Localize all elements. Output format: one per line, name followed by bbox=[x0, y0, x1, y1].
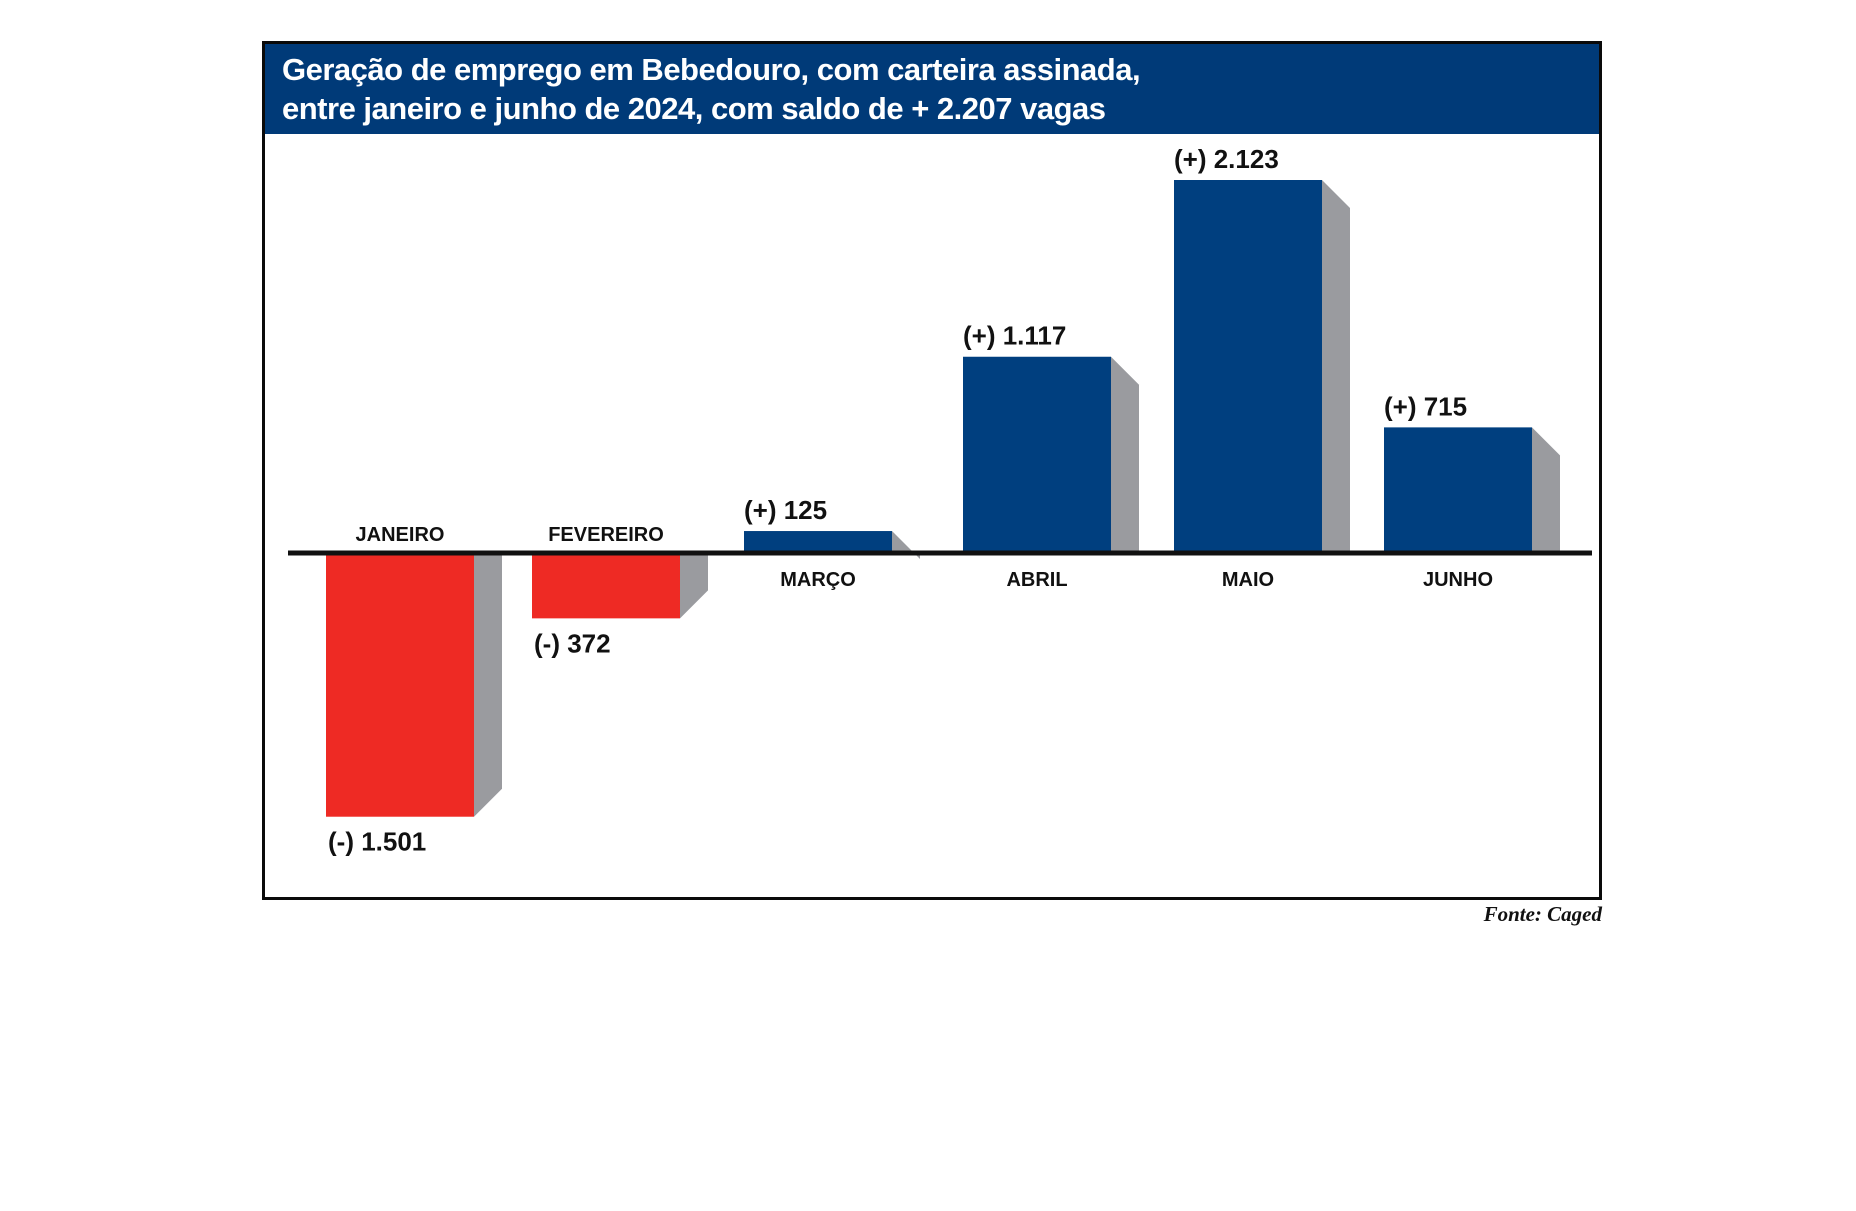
category-label-março: MARÇO bbox=[780, 569, 856, 591]
bar-side-maio bbox=[1322, 180, 1350, 553]
bar-side-fevereiro bbox=[680, 553, 708, 619]
bar-side-abril bbox=[1111, 356, 1139, 553]
title-line-2: entre janeiro e junho de 2024, com saldo… bbox=[282, 91, 1106, 126]
category-label-maio: MAIO bbox=[1222, 569, 1274, 591]
bar-janeiro bbox=[326, 553, 474, 817]
title-line-1: Geração de emprego em Bebedouro, com car… bbox=[282, 52, 1141, 87]
value-label-fevereiro: (-) 372 bbox=[534, 628, 611, 658]
bar-side-junho bbox=[1532, 427, 1560, 553]
bar-maio bbox=[1174, 180, 1322, 553]
bar-abril bbox=[963, 356, 1111, 553]
bar-junho bbox=[1384, 427, 1532, 553]
category-label-junho: JUNHO bbox=[1423, 569, 1493, 591]
category-label-abril: ABRIL bbox=[1006, 569, 1067, 591]
value-label-abril: (+) 1.117 bbox=[963, 321, 1066, 351]
value-label-maio: (+) 2.123 bbox=[1174, 144, 1279, 174]
category-label-janeiro: JANEIRO bbox=[356, 524, 445, 546]
chart-title: Geração de emprego em Bebedouro, com car… bbox=[265, 44, 1599, 134]
value-label-março: (+) 125 bbox=[744, 495, 827, 525]
value-label-janeiro: (-) 1.501 bbox=[328, 827, 426, 857]
bar-side-janeiro bbox=[474, 553, 502, 817]
value-label-junho: (+) 715 bbox=[1384, 391, 1467, 421]
category-label-fevereiro: FEVEREIRO bbox=[548, 524, 664, 546]
bar-março bbox=[744, 531, 892, 553]
bar-fevereiro bbox=[532, 553, 680, 619]
source-note: Fonte: Caged bbox=[1483, 902, 1602, 926]
